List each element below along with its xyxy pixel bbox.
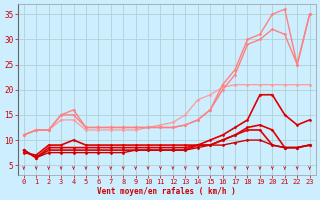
X-axis label: Vent moyen/en rafales ( km/h ): Vent moyen/en rafales ( km/h ) — [97, 187, 236, 196]
